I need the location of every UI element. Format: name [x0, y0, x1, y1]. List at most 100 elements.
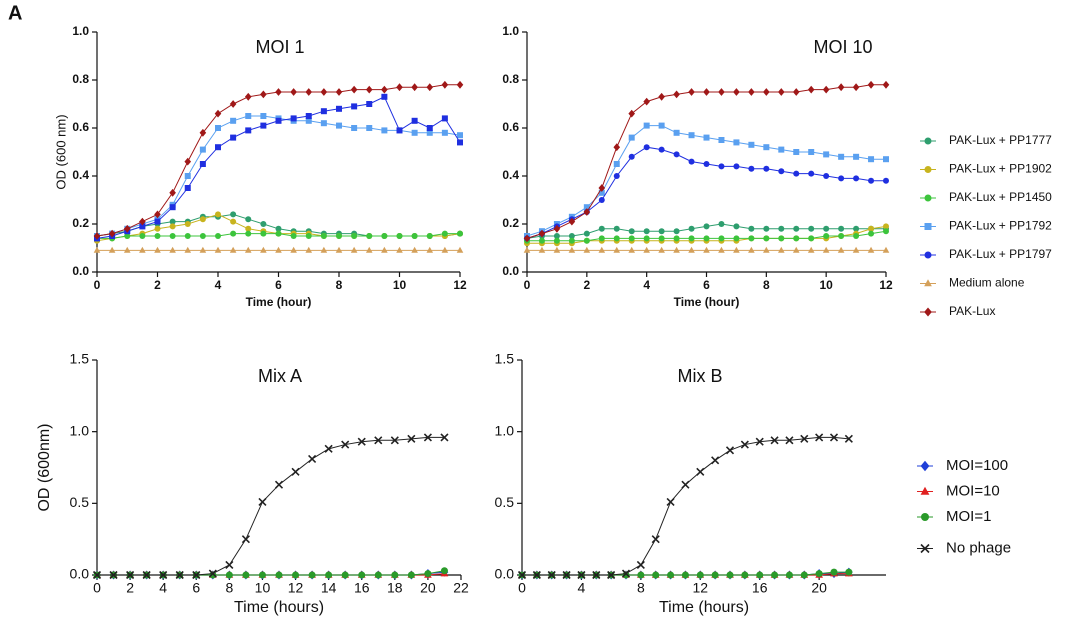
data-point [241, 535, 250, 544]
data-point [245, 225, 252, 232]
data-point [823, 233, 830, 239]
data-point [108, 229, 116, 238]
data-point [184, 233, 191, 239]
data-point [274, 480, 284, 489]
data-point [457, 139, 463, 146]
data-point [258, 571, 266, 579]
data-point [396, 246, 403, 253]
data-point [351, 233, 358, 239]
data-point [325, 571, 333, 579]
data-point [142, 570, 151, 580]
data-point [583, 204, 590, 211]
data-point [568, 217, 576, 226]
data-point [741, 571, 749, 579]
data-point [681, 480, 690, 489]
data-point [184, 173, 191, 179]
data-point [852, 83, 860, 92]
data-point [592, 570, 601, 580]
data-point [628, 246, 636, 253]
data-point [175, 570, 184, 580]
data-point [658, 235, 665, 242]
data-point [583, 246, 591, 253]
data-point [426, 246, 434, 253]
data-point [381, 246, 388, 253]
data-point [658, 228, 665, 235]
data-point [124, 233, 131, 239]
data-point [673, 90, 680, 99]
data-point [711, 571, 719, 579]
data-point [838, 175, 845, 182]
data-point [688, 88, 695, 96]
legend-label: MOI=100 [946, 457, 1008, 474]
data-point [230, 230, 237, 237]
data-point [396, 83, 403, 92]
data-point [411, 83, 418, 92]
data-point [651, 535, 660, 544]
data-point [755, 437, 764, 446]
data-point [882, 246, 890, 253]
data-point [517, 570, 527, 580]
data-point [718, 163, 725, 170]
data-point [411, 233, 418, 239]
legend-label: PAK-Lux + PP1902 [949, 162, 1052, 176]
data-point [341, 440, 350, 449]
data-point [335, 88, 343, 96]
data-point [785, 571, 793, 579]
data-point [456, 246, 464, 253]
legend-marker [924, 137, 932, 145]
data-point [853, 233, 860, 239]
data-point [305, 113, 312, 119]
data-point [725, 446, 735, 455]
data-point [793, 225, 800, 232]
y-tick-label: 1.0 [502, 24, 519, 38]
data-point [718, 137, 725, 143]
x-axis-label: Time (hours) [659, 599, 749, 616]
x-tick-label: 16 [354, 580, 370, 596]
data-point [184, 221, 191, 227]
data-point [883, 177, 889, 184]
legend-marker [920, 460, 930, 472]
legend-label: PAK-Lux + PP1797 [949, 247, 1052, 261]
data-point [365, 246, 373, 253]
data-point [652, 571, 660, 579]
data-point [139, 223, 146, 230]
x-axis-label: Time (hours) [234, 599, 324, 616]
data-point [748, 165, 755, 172]
data-point [440, 433, 449, 442]
data-point [229, 100, 237, 108]
legend-marker [924, 223, 932, 230]
data-point [853, 153, 860, 160]
data-point [628, 109, 636, 118]
data-point [411, 117, 418, 124]
data-point [244, 246, 252, 253]
data-point [613, 161, 620, 167]
data-point [320, 108, 327, 115]
data-point [553, 224, 561, 233]
data-point [351, 103, 358, 110]
data-point [169, 204, 176, 211]
data-point [184, 246, 192, 253]
data-point [643, 144, 650, 151]
data-point [852, 246, 860, 253]
data-point [883, 228, 889, 235]
data-point [822, 246, 830, 253]
data-point [703, 88, 710, 96]
data-point [643, 246, 650, 253]
data-point [763, 165, 770, 172]
x-tick-label: 20 [811, 580, 827, 596]
data-point [793, 149, 800, 155]
data-point [621, 569, 631, 578]
x-tick-label: 6 [192, 580, 200, 596]
data-point [688, 246, 695, 253]
data-point [390, 436, 399, 445]
data-point [868, 156, 875, 163]
y-tick-label: 1.0 [70, 422, 90, 438]
data-point [92, 570, 102, 580]
data-point [703, 161, 710, 167]
data-point [613, 173, 620, 179]
data-point [598, 225, 605, 232]
data-point [260, 113, 267, 119]
data-point [883, 223, 889, 230]
data-point [643, 235, 650, 242]
y-tick-label: 0.5 [70, 494, 90, 510]
